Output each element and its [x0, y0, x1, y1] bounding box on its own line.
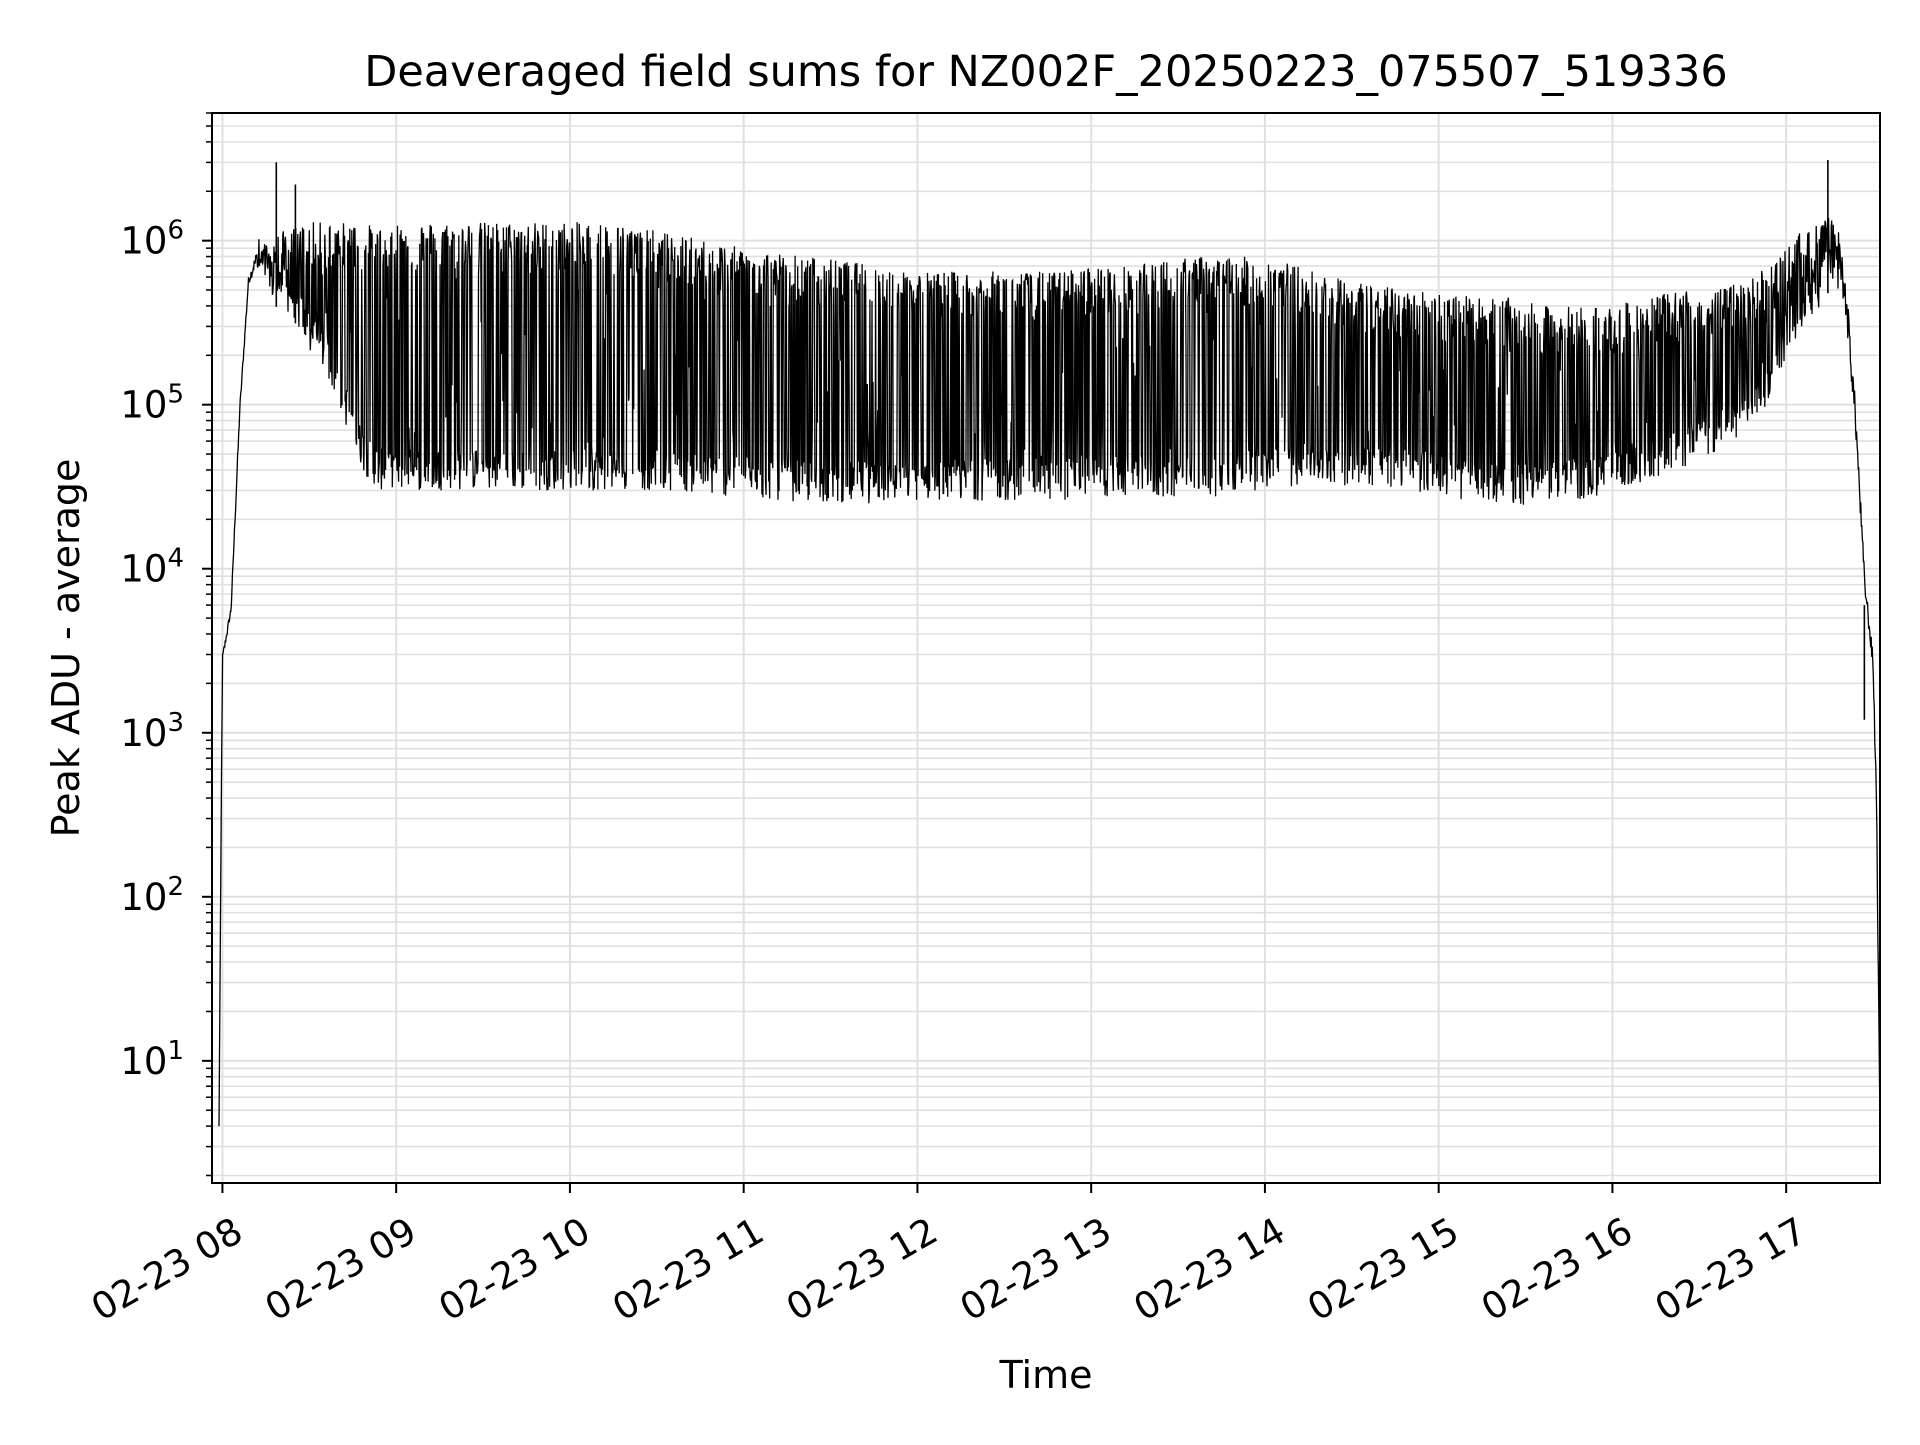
data-series-line	[218, 217, 1881, 1127]
x-tick-label: 02-23 11	[605, 1209, 771, 1329]
x-tick-label: 02-23 13	[953, 1209, 1119, 1329]
x-tick-label: 02-23 09	[258, 1209, 424, 1329]
y-tick-label: 104	[120, 544, 184, 591]
y-tick-label: 103	[120, 708, 184, 755]
y-tick-label: 101	[120, 1036, 184, 1083]
x-tick-label: 02-23 16	[1474, 1209, 1640, 1329]
line-layer	[218, 160, 1881, 1127]
x-tick-label: 02-23 12	[779, 1209, 945, 1329]
x-tick-label: 02-23 10	[432, 1209, 598, 1329]
y-tick-label: 106	[120, 216, 184, 263]
y-tick-label: 102	[120, 872, 184, 919]
y-tick-label: 105	[120, 380, 184, 427]
chart-title: Deaveraged field sums for NZ002F_2025022…	[364, 47, 1728, 97]
x-tick-label: 02-23 17	[1648, 1209, 1814, 1329]
x-tick-label: 02-23 14	[1127, 1209, 1293, 1329]
x-tick-label: 02-23 08	[84, 1209, 250, 1329]
x-axis-label: Time	[999, 1353, 1093, 1397]
plot-frame	[211, 112, 1881, 1184]
x-tick-label: 02-23 15	[1300, 1209, 1466, 1329]
y-axis-label: Peak ADU - average	[44, 459, 88, 838]
